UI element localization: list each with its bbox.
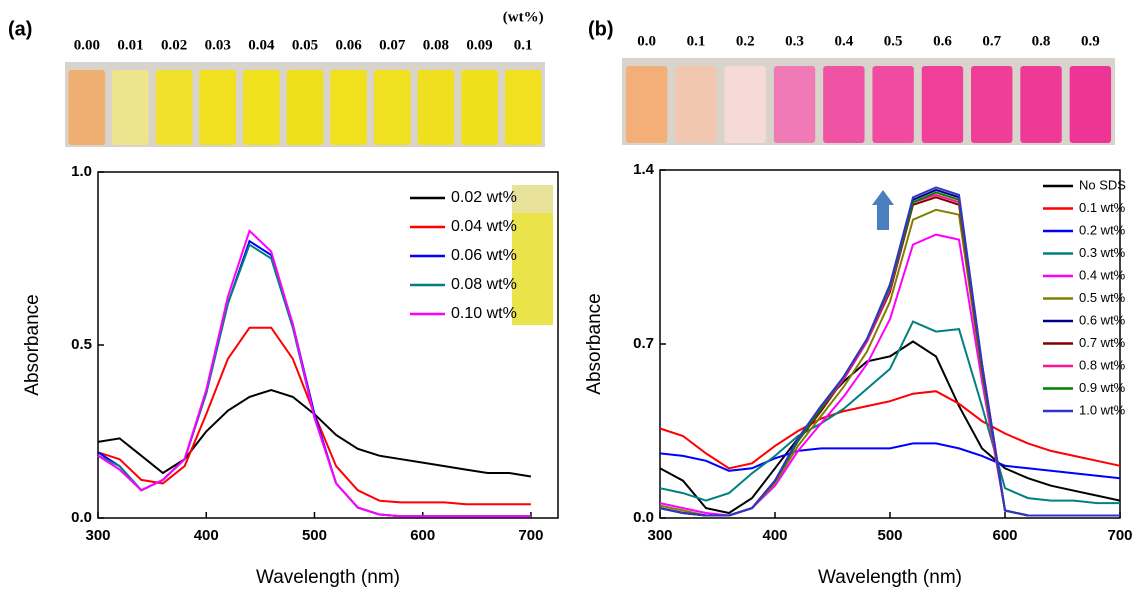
legend-label: 0.10 wt%: [451, 305, 517, 322]
vial-label: 0.02: [161, 37, 187, 53]
legend-label: 0.8 wt%: [1079, 357, 1126, 372]
vial-label: 0.07: [379, 37, 406, 53]
y-tick-label: 1.0: [71, 163, 92, 180]
vial-label: 0.09: [466, 37, 492, 53]
data-line: [97, 228, 531, 518]
legend-label: 0.4 wt%: [1079, 267, 1126, 282]
legend-vial-photo: [512, 185, 553, 213]
y-axis-label: Absorbance: [22, 294, 43, 395]
vial: [199, 70, 237, 145]
vial-unit: (wt%): [503, 9, 544, 25]
vial-label: 0.01: [117, 37, 143, 53]
vial-label: 0.08: [423, 37, 449, 53]
vial: [112, 70, 149, 145]
vial: [417, 70, 455, 145]
vial-label: 0.1: [514, 37, 533, 53]
legend-label: 0.5 wt%: [1079, 290, 1126, 305]
vial: [675, 66, 717, 143]
vial-label: 0.05: [292, 37, 318, 53]
y-tick-label: 0.5: [71, 336, 92, 353]
vial: [872, 66, 914, 143]
vial: [155, 70, 193, 145]
data-line: [97, 388, 532, 478]
x-axis-label: Wavelength (nm): [818, 567, 962, 588]
x-tick-label: 400: [194, 527, 219, 544]
vial: [625, 66, 668, 143]
vial: [330, 70, 367, 145]
data-line: [659, 390, 1121, 470]
legend-label: 0.08 wt%: [451, 276, 517, 293]
y-tick-label: 0.0: [633, 509, 654, 526]
data-line: [659, 320, 1120, 505]
vial: [1020, 66, 1062, 143]
legend-label: 0.04 wt%: [451, 218, 517, 235]
x-axis-label: Wavelength (nm): [256, 567, 400, 588]
x-tick-label: 600: [992, 527, 1017, 544]
panel-label: (a): [8, 18, 32, 40]
vial-label: 0.06: [336, 37, 363, 53]
vial-label: 0.9: [1081, 33, 1100, 49]
legend-label: 0.9 wt%: [1079, 380, 1126, 395]
data-line: [659, 191, 1120, 517]
x-tick-label: 300: [85, 527, 110, 544]
vial: [724, 66, 766, 143]
vial: [504, 70, 542, 145]
y-tick-label: 1.4: [633, 161, 655, 178]
y-axis-label: Absorbance: [584, 293, 605, 394]
data-line: [659, 186, 1120, 517]
vial-label: 0.2: [736, 33, 755, 49]
vial-label: 0.5: [884, 33, 903, 49]
vial-label: 0.7: [982, 33, 1001, 49]
vial: [1069, 66, 1112, 143]
legend-label: 0.3 wt%: [1079, 245, 1126, 260]
legend-label: No SDS: [1079, 177, 1126, 192]
vial: [243, 70, 280, 145]
vial: [68, 70, 106, 145]
vial: [971, 66, 1013, 143]
x-tick-label: 600: [410, 527, 435, 544]
legend-label: 0.6 wt%: [1079, 312, 1126, 327]
x-tick-label: 500: [877, 527, 902, 544]
x-tick-label: 700: [518, 527, 543, 544]
vial: [773, 66, 816, 143]
legend-label: 0.7 wt%: [1079, 335, 1126, 350]
data-line: [659, 208, 1120, 517]
x-tick-label: 700: [1107, 527, 1132, 544]
legend-label: 1.0 wt%: [1079, 402, 1126, 417]
vial-label: 0.3: [785, 33, 804, 49]
legend-label: 0.1 wt%: [1079, 200, 1126, 215]
increase-arrow: [872, 190, 894, 230]
data-line: [659, 442, 1121, 480]
data-line: [659, 340, 1121, 515]
vial-label: 0.1: [687, 33, 706, 49]
vial: [823, 66, 865, 143]
data-line: [659, 188, 1120, 517]
vial-label: 0.03: [205, 37, 231, 53]
vial: [286, 70, 324, 145]
vial: [461, 70, 498, 145]
legend-label: 0.2 wt%: [1079, 222, 1126, 237]
vial-label: 0.04: [248, 37, 275, 53]
vial-label: 0.4: [834, 33, 853, 49]
vial-label: 0.0: [637, 33, 656, 49]
vial-label: 0.6: [933, 33, 952, 49]
vial: [373, 70, 411, 145]
y-tick-label: 0.0: [71, 509, 92, 526]
legend-label: 0.02 wt%: [451, 189, 517, 206]
vial: [921, 66, 964, 143]
vial-label: 0.8: [1032, 33, 1051, 49]
x-tick-label: 300: [647, 527, 672, 544]
y-tick-label: 0.7: [633, 335, 654, 352]
x-tick-label: 500: [302, 527, 327, 544]
vial-label: 0.00: [74, 37, 100, 53]
panel-label: (b): [588, 18, 614, 40]
x-tick-label: 400: [762, 527, 787, 544]
legend-label: 0.06 wt%: [451, 247, 517, 264]
